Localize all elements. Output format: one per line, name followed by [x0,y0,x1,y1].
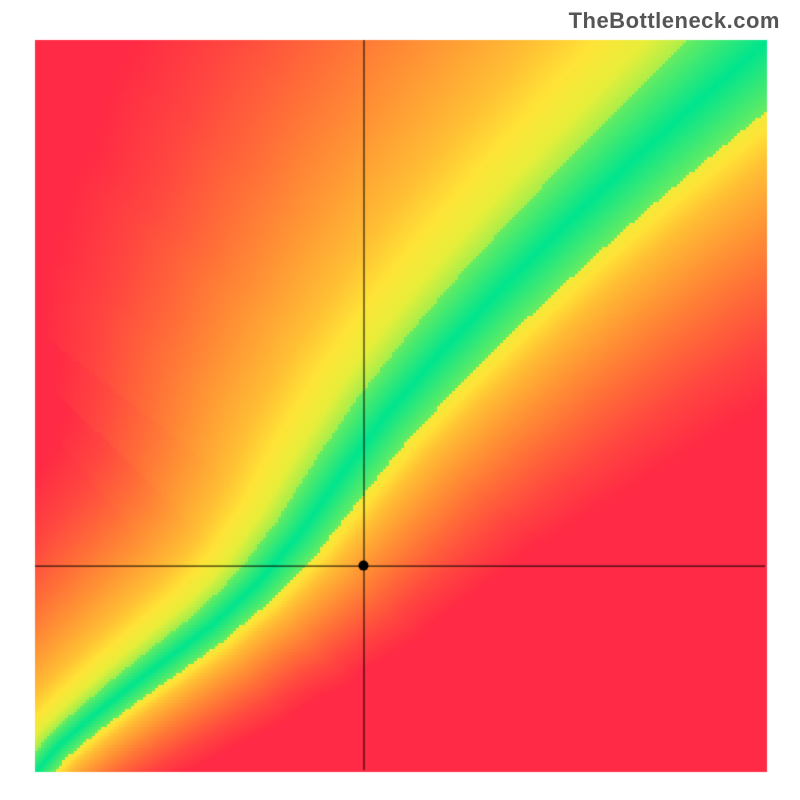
chart-container: TheBottleneck.com [0,0,800,800]
bottleneck-heatmap-canvas [0,0,800,800]
source-watermark: TheBottleneck.com [569,8,780,34]
